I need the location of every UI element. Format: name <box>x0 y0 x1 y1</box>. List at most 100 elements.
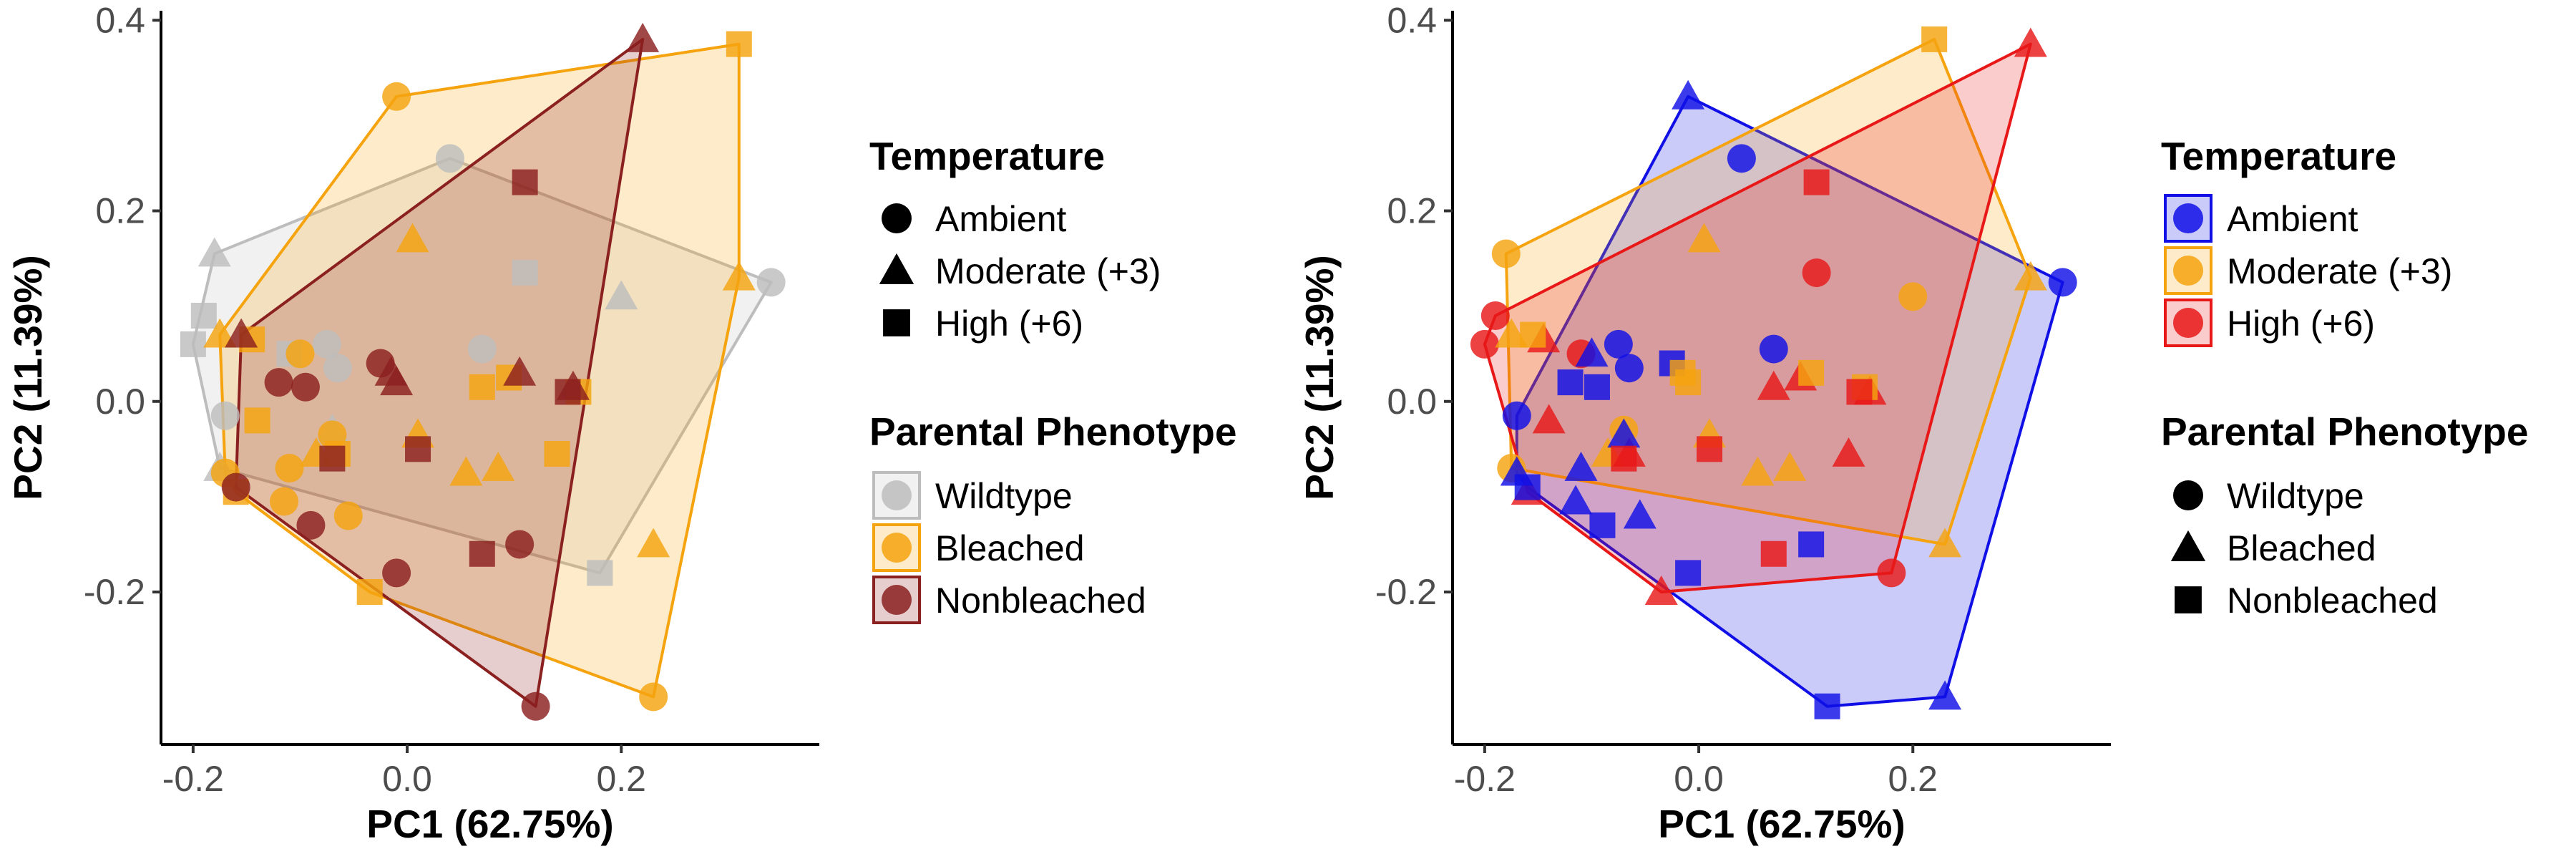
data-point <box>312 329 341 359</box>
hull-ambient <box>1515 94 2064 708</box>
data-point <box>555 379 581 405</box>
legend-title: Temperature <box>2161 134 2396 178</box>
legend-key-marker <box>882 585 912 615</box>
y-axis-title: PC2 (11.39%) <box>1297 255 1342 500</box>
data-point <box>1520 321 1546 348</box>
data-point <box>286 339 315 369</box>
legend-label: Wildtype <box>2227 476 2364 516</box>
y-tick-label: 0.0 <box>95 382 145 422</box>
data-point <box>1607 418 1641 448</box>
data-point <box>722 261 756 291</box>
data-point <box>221 472 250 502</box>
data-point <box>2014 261 2047 291</box>
x-tick-label: 0.2 <box>1888 759 1938 799</box>
legend-label: Ambient <box>2227 199 2358 239</box>
data-point <box>380 366 414 396</box>
legend-title: Temperature <box>869 134 1105 178</box>
data-point <box>1675 560 1702 586</box>
data-point <box>1589 512 1616 538</box>
data-point <box>180 331 206 357</box>
data-point <box>225 318 258 348</box>
legend-label: Bleached <box>2227 528 2376 568</box>
legend-key-marker <box>2175 586 2202 613</box>
data-point <box>356 579 383 606</box>
data-point <box>1480 301 1510 330</box>
y-tick-label: 0.2 <box>1387 191 1437 231</box>
data-point <box>405 436 431 462</box>
data-point <box>1495 318 1528 348</box>
data-point <box>1470 329 1499 359</box>
data-point <box>1697 436 1723 462</box>
data-point <box>512 260 538 286</box>
y-axis-title: PC2 (11.39%) <box>6 255 50 500</box>
data-point <box>210 401 240 430</box>
data-point <box>505 530 535 559</box>
data-point <box>291 372 320 402</box>
x-tick-label: -0.2 <box>162 759 224 799</box>
data-point <box>197 237 231 267</box>
data-point <box>264 368 293 397</box>
data-point <box>587 560 613 586</box>
data-point <box>1877 558 1906 588</box>
x-tick-label: 0.0 <box>1674 759 1724 799</box>
legend-label: Nonbleached <box>2227 581 2438 621</box>
legend-key-box <box>872 576 921 624</box>
x-tick-label: 0.0 <box>382 759 432 799</box>
data-point <box>1564 451 1598 481</box>
legend-key-marker <box>2170 530 2206 561</box>
legend-label: Bleached <box>935 528 1085 568</box>
x-axis-title: PC1 (62.75%) <box>366 802 613 846</box>
data-point <box>1672 79 1705 110</box>
data-point <box>1803 169 1830 195</box>
panel-right: -0.2 0.0 0.2 -0.2 0.0 0.2 0.4 PC1 (62.75%) PC2 (… <box>1297 0 2528 846</box>
data-point <box>637 528 670 558</box>
data-point <box>1675 369 1702 396</box>
data-point <box>626 22 660 52</box>
x-axis-title: PC1 (62.75%) <box>1658 802 1905 846</box>
legend-key-marker <box>879 253 914 284</box>
data-point <box>382 558 411 588</box>
data-point <box>503 356 537 386</box>
x-tick-label: -0.2 <box>1454 759 1516 799</box>
legend-label: Wildtype <box>935 476 1073 516</box>
data-point <box>323 354 352 383</box>
data-point <box>1727 144 1756 173</box>
data-point <box>296 510 326 540</box>
data-point <box>639 682 668 712</box>
data-point <box>521 691 550 721</box>
data-point <box>1798 359 1825 386</box>
data-point <box>756 268 786 297</box>
point-layer <box>1470 26 2077 719</box>
point-layer <box>180 22 786 721</box>
data-point <box>1846 379 1873 405</box>
data-point <box>726 31 752 57</box>
data-point <box>435 144 464 173</box>
data-point <box>482 451 515 481</box>
data-point <box>1741 456 1775 486</box>
legend-key-marker <box>882 203 912 233</box>
y-tick-label: 0.4 <box>95 0 145 40</box>
legend-label: Moderate (+3) <box>2227 251 2452 291</box>
y-tick-label: -0.2 <box>1375 572 1437 612</box>
data-point <box>1559 485 1593 515</box>
legend-label: High (+6) <box>2227 304 2375 344</box>
data-point <box>203 318 237 348</box>
data-point <box>1759 334 1788 364</box>
panel-left: -0.2 0.0 0.2 -0.2 0.0 0.2 0.4 PC1 (62.75%) PC2 (… <box>6 0 1236 846</box>
legend: Temperature Ambient Moderate (+3) High (+6)… <box>2161 134 2528 621</box>
legend-key-marker <box>882 533 912 563</box>
data-point <box>1611 445 1637 472</box>
data-point <box>319 445 346 472</box>
y-tick-label: 0.4 <box>1387 0 1437 40</box>
data-point <box>1814 693 1840 719</box>
legend-label: Ambient <box>935 199 1067 239</box>
data-point <box>2014 27 2047 57</box>
data-point <box>469 374 495 400</box>
data-point <box>1832 437 1865 467</box>
data-point <box>333 501 363 530</box>
data-point <box>1557 369 1584 396</box>
legend-label: Moderate (+3) <box>935 251 1161 291</box>
data-point <box>1760 540 1787 567</box>
y-tick-label: 0.0 <box>1387 382 1437 422</box>
